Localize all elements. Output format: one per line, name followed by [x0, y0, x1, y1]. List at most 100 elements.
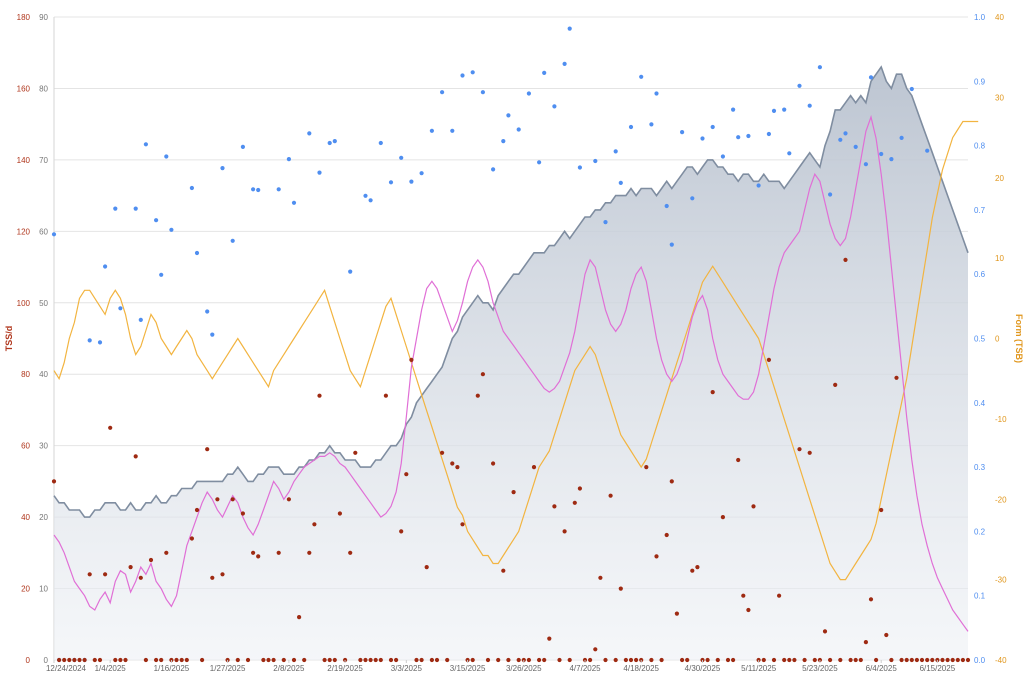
tss-point [123, 657, 128, 663]
if-point [669, 242, 674, 247]
tss-point [577, 486, 583, 491]
tss-point [669, 479, 674, 484]
if-point [654, 91, 659, 96]
tss-point [399, 529, 404, 534]
tss-point [741, 593, 746, 598]
form-tick-label: 40 [995, 13, 1004, 22]
ctl-tick-label: 80 [39, 84, 48, 93]
if-point [220, 166, 225, 171]
if-point [133, 206, 138, 211]
tss-point [322, 657, 327, 663]
tss-point [715, 657, 720, 663]
tss-point [950, 657, 955, 663]
tss-point [327, 657, 332, 663]
tss-point [874, 657, 879, 663]
form-tick-label: 30 [995, 93, 1004, 102]
x-tick-label: 3/26/2025 [506, 664, 542, 673]
tss-tick-label: 120 [17, 227, 31, 236]
tss-point [930, 657, 935, 663]
if-point [909, 86, 914, 92]
if-point [159, 272, 164, 277]
tss-point [92, 657, 97, 663]
tss-point [378, 657, 383, 663]
tss-point [62, 657, 67, 663]
tss-point [858, 657, 863, 663]
tss-point [812, 657, 817, 663]
tss-point [955, 657, 960, 663]
if-point [251, 187, 256, 192]
tss-point [240, 511, 245, 516]
tss-point [148, 557, 154, 563]
tss-tick-label: 160 [17, 84, 31, 93]
tss-point [889, 657, 894, 663]
if-point [720, 154, 726, 159]
tss-point [332, 657, 337, 663]
tss-point [434, 657, 440, 663]
if-point [460, 73, 465, 78]
x-tick-label: 12/24/2024 [46, 664, 87, 673]
if-point [853, 144, 858, 149]
if-point [889, 157, 894, 162]
if-point [138, 317, 143, 322]
tss-point [184, 657, 189, 663]
if-point [399, 155, 404, 160]
tss-point [51, 479, 57, 484]
if-point [603, 220, 608, 225]
tss-point [337, 511, 342, 516]
if-point [429, 128, 434, 133]
tss-point [480, 372, 485, 377]
tss-tick-label: 0 [26, 656, 31, 665]
form-tick-label: -30 [995, 576, 1007, 585]
tss-point [777, 593, 782, 598]
tss-tick-label: 40 [21, 513, 30, 522]
x-tick-label: 2/19/2025 [327, 664, 363, 673]
tss-point [368, 657, 373, 663]
tss-point [419, 657, 424, 663]
tss-point [904, 657, 909, 663]
tss-point [128, 565, 133, 570]
tss-point [884, 632, 889, 638]
if-point [756, 183, 761, 188]
axes: 0204060801001201401601800102030405060708… [4, 13, 1024, 673]
tss-point [634, 657, 639, 663]
x-tick-label: 6/15/2025 [920, 664, 956, 673]
tss-point [547, 636, 552, 641]
tss-point [685, 657, 690, 663]
tss-point [445, 657, 450, 663]
tss-point [194, 507, 200, 513]
if-point [863, 162, 869, 167]
if-point [317, 170, 322, 175]
if-point [746, 133, 751, 139]
tss-point [761, 657, 766, 663]
x-tick-label: 4/18/2025 [623, 664, 659, 673]
form-tick-label: -20 [995, 495, 1007, 504]
tss-point [572, 500, 577, 505]
tss-point [450, 461, 455, 466]
tss-point [746, 607, 751, 613]
tss-point [628, 657, 634, 663]
tss-point [787, 657, 792, 663]
tss-point [608, 493, 613, 498]
x-tick-label: 6/4/2025 [866, 664, 898, 673]
tss-point [72, 657, 77, 663]
ctl-tick-label: 40 [39, 370, 48, 379]
tss-point [894, 375, 899, 380]
tss-point [751, 504, 756, 509]
tss-point [210, 575, 215, 580]
ctl-tick-label: 10 [39, 585, 48, 594]
if-point [87, 338, 92, 343]
ctl-tick-label: 30 [39, 442, 48, 451]
if-point [567, 26, 572, 31]
tss-point [143, 657, 148, 663]
tss-point [603, 657, 608, 663]
x-tick-label: 1/27/2025 [210, 664, 246, 673]
tss-point [843, 257, 848, 262]
tss-point [690, 568, 695, 573]
if-tick-label: 0.3 [974, 463, 986, 472]
tss-point [853, 657, 858, 663]
tss-point [297, 615, 302, 620]
x-tick-label: 2/8/2025 [273, 664, 305, 673]
tss-point [868, 597, 874, 602]
series-lines [53, 114, 979, 632]
if-point [480, 90, 485, 95]
